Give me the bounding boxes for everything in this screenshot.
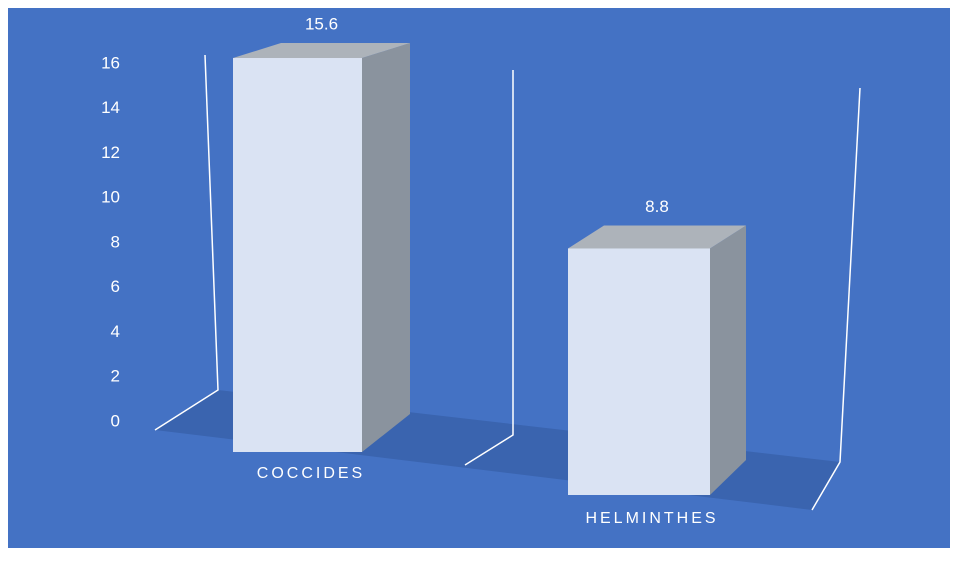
bar — [568, 248, 710, 495]
data-label: 15.6 — [305, 14, 338, 33]
bar — [233, 58, 362, 453]
y-tick-label: 14 — [101, 98, 120, 117]
y-tick-label: 6 — [111, 277, 120, 296]
bar-side — [362, 43, 410, 453]
walls — [154, 54, 861, 511]
wall-edge — [464, 70, 514, 466]
wall-edge — [811, 87, 861, 511]
bar-top — [568, 225, 746, 249]
data-label: 8.8 — [645, 197, 669, 216]
y-tick-label: 2 — [111, 367, 120, 386]
x-tick-label: HELMINTHES — [585, 510, 718, 527]
x-tick-label: COCCIDES — [257, 465, 365, 482]
wall-edge — [154, 54, 219, 431]
bar-top — [233, 43, 410, 59]
y-tick-label: 0 — [111, 411, 120, 430]
y-tick-label: 10 — [101, 188, 120, 207]
y-tick-label: 8 — [111, 232, 120, 251]
bar-side — [710, 225, 746, 495]
y-tick-label: 12 — [101, 143, 120, 162]
y-tick-label: 16 — [101, 53, 120, 72]
y-tick-label: 4 — [111, 322, 120, 341]
